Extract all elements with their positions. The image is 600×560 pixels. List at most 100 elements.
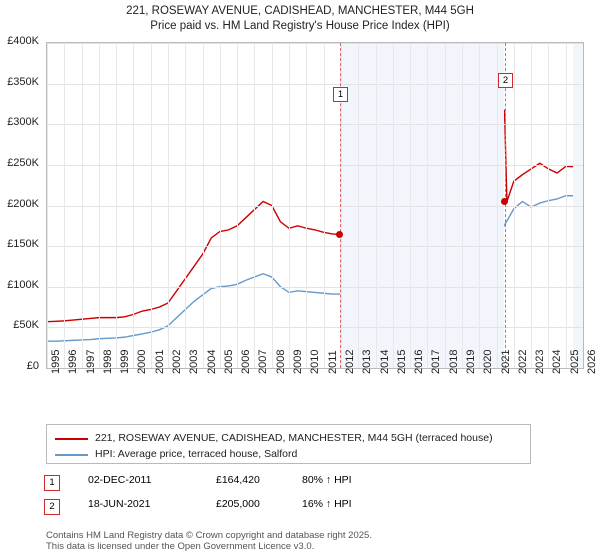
x-tick-label: 2001 — [153, 349, 166, 374]
gridline-vertical — [219, 43, 221, 368]
gridline-vertical — [168, 43, 170, 368]
x-tick-label: 2000 — [136, 349, 149, 374]
x-tick-label: 2012 — [343, 349, 356, 374]
x-tick-label: 2014 — [378, 349, 391, 374]
event-marker-1: 1 — [44, 475, 60, 491]
gridline-vertical — [565, 43, 567, 368]
x-tick-label: 2002 — [171, 349, 184, 374]
x-tick-label: 2015 — [395, 349, 408, 374]
x-tick-label: 2013 — [361, 349, 374, 374]
x-tick-label: 2004 — [205, 349, 218, 374]
x-tick-label: 2025 — [568, 349, 581, 374]
x-tick-label: 1996 — [67, 349, 80, 374]
gridline-vertical — [306, 43, 308, 368]
gridline-horizontal — [47, 83, 583, 85]
gridline-vertical — [64, 43, 66, 368]
gridline-vertical — [375, 43, 377, 368]
gridline-vertical — [392, 43, 394, 368]
gridline-horizontal — [47, 286, 583, 288]
y-tick-label: £150K — [7, 238, 39, 251]
y-tick-label: £0 — [26, 360, 39, 372]
x-tick-label: 1999 — [119, 349, 132, 374]
gridline-vertical — [98, 43, 100, 368]
gridline-vertical — [358, 43, 360, 368]
event-price-1: £164,420 — [216, 474, 260, 486]
gridline-vertical — [289, 43, 291, 368]
sale-label-2: 2 — [498, 73, 513, 88]
gridline-vertical — [81, 43, 83, 368]
table-row: 1 02-DEC-2011 £164,420 80% ↑ HPI — [44, 472, 544, 496]
gridline-vertical — [340, 43, 342, 368]
x-tick-label: 2022 — [516, 349, 529, 374]
gridline-vertical — [410, 43, 412, 368]
gridline-horizontal — [47, 205, 583, 207]
gridline-vertical — [254, 43, 256, 368]
y-tick-label: £400K — [7, 35, 39, 47]
gridline-vertical — [47, 43, 48, 368]
y-tick-label: £100K — [7, 278, 39, 291]
x-tick-label: 2017 — [430, 349, 443, 374]
gridline-horizontal — [47, 43, 583, 44]
event-line-1 — [339, 43, 342, 368]
gridline-vertical — [583, 43, 584, 368]
gridline-vertical — [237, 43, 239, 368]
footer: Contains HM Land Registry data © Crown c… — [46, 530, 586, 552]
y-tick-label: £350K — [7, 75, 39, 88]
y-axis-labels: £0 £50K £100K £150K £200K £250K £300K £350K £400… — [0, 35, 43, 372]
x-tick-label: 2018 — [447, 349, 460, 374]
x-tick-label: 2024 — [551, 349, 564, 374]
x-tick-label: 2009 — [292, 349, 305, 374]
x-tick-label: 2016 — [413, 349, 426, 374]
event-hpi-2: 16% ↑ HPI — [302, 498, 352, 510]
x-tick-label: 2023 — [534, 349, 547, 374]
legend-swatch-price-paid — [55, 438, 88, 440]
x-tick-label: 2026 — [586, 349, 598, 374]
x-tick-label: 2019 — [464, 349, 477, 374]
gridline-vertical — [461, 43, 463, 368]
gridline-horizontal — [47, 164, 583, 166]
x-tick-label: 2006 — [240, 349, 253, 374]
gridline-vertical — [513, 43, 515, 368]
gridline-vertical — [531, 43, 533, 368]
table-row: 2 18-JUN-2021 £205,000 16% ↑ HPI — [44, 496, 544, 520]
gridline-vertical — [150, 43, 152, 368]
x-tick-label: 2008 — [274, 349, 287, 374]
footer-line-2: This data is licensed under the Open Gov… — [46, 541, 315, 552]
x-tick-label: 1997 — [84, 349, 97, 374]
sale-label-1: 1 — [333, 87, 349, 102]
gridline-vertical — [427, 43, 429, 368]
event-marker-2: 2 — [44, 499, 60, 515]
gridline-horizontal — [47, 327, 583, 329]
x-tick-label: 2003 — [188, 349, 201, 374]
y-tick-label: £250K — [7, 156, 39, 169]
gridline-horizontal — [47, 124, 583, 126]
legend-swatch-hpi — [55, 454, 88, 456]
gridline-vertical — [444, 43, 446, 368]
gridline-vertical — [271, 43, 273, 368]
y-tick-label: £300K — [7, 116, 39, 129]
page-title: 221, ROSEWAY AVENUE, CADISHEAD, MANCHEST… — [0, 4, 600, 34]
gridline-vertical — [548, 43, 550, 368]
gridline-vertical — [496, 43, 498, 368]
x-tick-label: 2011 — [326, 350, 339, 374]
events-table: 1 02-DEC-2011 £164,420 80% ↑ HPI 2 18-JU… — [44, 472, 544, 520]
sale-point-1 — [336, 230, 344, 238]
event-line-2 — [504, 43, 507, 368]
event-hpi-1: 80% ↑ HPI — [302, 474, 352, 486]
gridline-vertical — [202, 43, 204, 368]
footer-line-1: Contains HM Land Registry data © Crown c… — [46, 530, 372, 541]
event-date-2: 18-JUN-2021 — [88, 498, 151, 510]
x-tick-label: 1998 — [101, 349, 114, 374]
x-tick-label: 2005 — [222, 349, 235, 374]
gridline-vertical — [323, 43, 325, 368]
gridline-horizontal — [47, 246, 583, 248]
y-tick-label: £200K — [7, 197, 39, 210]
gridline-vertical — [479, 43, 481, 368]
event-date-1: 02-DEC-2011 — [88, 474, 152, 486]
event-price-2: £205,000 — [216, 498, 260, 510]
gridline-vertical — [116, 43, 118, 368]
x-tick-label: 1995 — [50, 349, 62, 374]
gridline-vertical — [185, 43, 187, 368]
